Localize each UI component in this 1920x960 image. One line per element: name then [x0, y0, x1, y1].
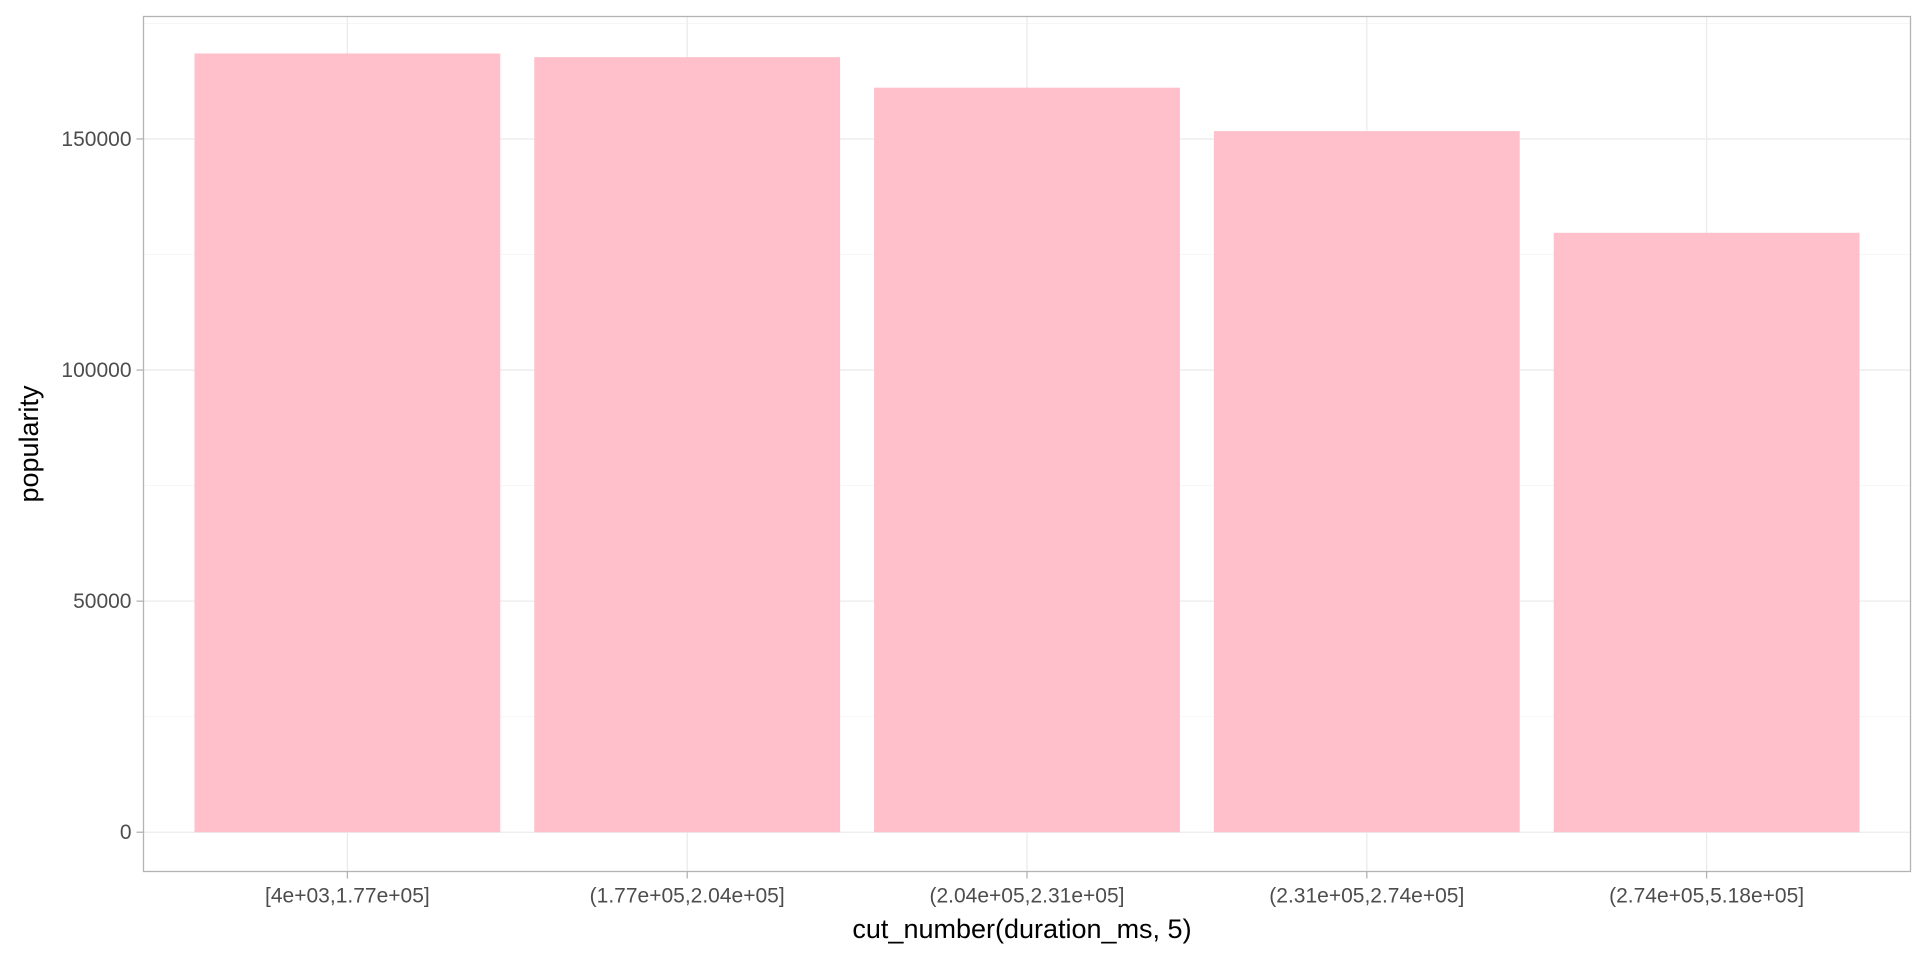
x-tick-label: (2.31e+05,2.74e+05]	[1269, 885, 1464, 908]
x-tick-label: (2.04e+05,2.31e+05]	[929, 885, 1124, 908]
x-axis-ticks	[346, 871, 1708, 879]
bars	[194, 53, 1860, 833]
y-axis-title: popularity	[14, 385, 44, 503]
x-axis-tick-labels: [4e+03,1.77e+05] (1.77e+05,2.04e+05] (2.04…	[265, 885, 1804, 908]
bar	[194, 53, 501, 833]
bar	[534, 57, 841, 833]
bar	[1553, 232, 1860, 833]
x-tick-label: (1.77e+05,2.04e+05]	[590, 885, 785, 908]
y-tick-label: 0	[120, 821, 132, 844]
bar	[874, 87, 1180, 833]
y-tick-label: 100000	[61, 359, 131, 382]
y-axis-ticks	[136, 138, 144, 833]
y-tick-label: 150000	[61, 128, 131, 151]
x-axis-title: cut_number(duration_ms, 5)	[852, 914, 1191, 944]
x-tick-label: [4e+03,1.77e+05]	[265, 885, 430, 908]
y-tick-label: 50000	[73, 590, 131, 613]
y-axis-tick-labels: 0 50000 100000 150000	[61, 128, 131, 844]
bar	[1213, 131, 1520, 833]
x-tick-label: (2.74e+05,5.18e+05]	[1609, 885, 1804, 908]
